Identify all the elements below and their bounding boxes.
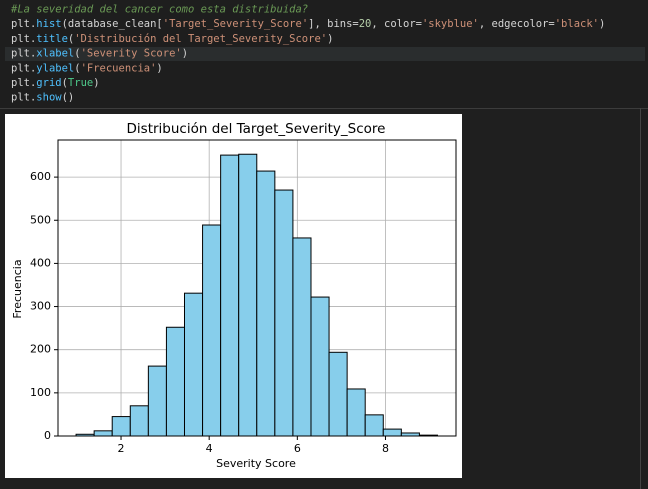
code-line: plt.ylabel('Frecuencia') (11, 62, 163, 74)
code-token: plt. (11, 33, 36, 45)
x-tick-label: 4 (206, 442, 213, 455)
histogram-bar (220, 154, 240, 437)
histogram-bar (202, 224, 222, 437)
code-token: grid (36, 77, 61, 89)
code-line: plt.grid(True) (11, 77, 100, 89)
code-token: 'Distribución del Target_Severity_Score' (74, 33, 327, 45)
histogram-bar (310, 296, 330, 437)
y-tick-label: 200 (30, 343, 51, 356)
code-token: hist (36, 18, 61, 30)
code-token: ) (93, 77, 99, 89)
plot-frame (57, 139, 457, 437)
code-token: ) (327, 33, 333, 45)
code-token: 'Severity Score' (81, 48, 182, 60)
y-tick-label: 100 (30, 386, 51, 399)
current-line-highlight (5, 47, 645, 61)
code-token: ylabel (36, 62, 74, 74)
code-line: plt.xlabel('Severity Score') (11, 48, 188, 60)
code-token: plt. (11, 92, 36, 104)
code-token: , edgecolor= (479, 18, 555, 30)
code-token: , color= (371, 18, 422, 30)
code-token: title (36, 33, 68, 45)
histogram-bar (256, 170, 276, 437)
histogram-bar (346, 388, 366, 437)
code-token: ) (182, 48, 188, 60)
x-tick-label: 8 (382, 442, 389, 455)
code-line: #La severidad del cancer como esta distr… (10, 4, 308, 16)
code-line: plt.hist(database_clean['Target_Severity… (11, 18, 605, 30)
y-tick-label: 0 (44, 429, 51, 442)
code-token: xlabel (36, 48, 74, 60)
x-tick-label: 2 (118, 442, 125, 455)
code-token: ( (74, 48, 80, 60)
histogram-bar (93, 430, 113, 437)
histogram-bar (274, 189, 294, 437)
histogram-bar (292, 237, 312, 437)
chart-title: Distribución del Target_Severity_Score (127, 121, 386, 137)
code-token: ( (68, 33, 74, 45)
code-token: plt. (11, 18, 36, 30)
x-tick-label: 6 (294, 442, 301, 455)
y-tick-label: 400 (30, 256, 51, 269)
code-line: plt.title('Distribución del Target_Sever… (11, 33, 333, 45)
code-token: 'black' (555, 18, 599, 30)
code-token: 'Target_Severity_Score' (163, 18, 308, 30)
histogram-bar (183, 292, 204, 437)
code-token: 'skyblue' (422, 18, 479, 30)
code-token: ) (599, 18, 605, 30)
code-token: (database_clean[ (62, 18, 163, 30)
x-axis-label: Severity Score (216, 457, 296, 470)
histogram-bar (129, 405, 149, 437)
y-axis-label: Frecuencia (11, 259, 24, 318)
histogram-bar (111, 416, 131, 437)
code-token: plt. (11, 77, 36, 89)
code-token: #La severidad del cancer como esta distr… (10, 4, 308, 16)
code-token: ( (62, 77, 68, 89)
y-tick-label: 300 (30, 300, 51, 313)
histogram-bar (382, 428, 402, 437)
code-token: ( (74, 62, 80, 74)
code-token: () (62, 92, 75, 104)
chart: Distribución del Target_Severity_Score S… (11, 121, 457, 470)
code-token: plt. (11, 48, 36, 60)
histogram-bar (147, 365, 167, 437)
histogram-bar (165, 326, 185, 437)
y-tick-label: 600 (30, 170, 51, 183)
histogram-bar (238, 153, 258, 437)
code-token: ) (156, 62, 162, 74)
code-token: 20 (359, 18, 372, 30)
code-token: ], bins= (308, 18, 359, 30)
code-lines: #La severidad del cancer como esta distr… (10, 4, 605, 104)
code-token: plt. (11, 62, 36, 74)
y-tick-label: 500 (30, 213, 51, 226)
code-token: True (68, 77, 93, 89)
histogram-bar (364, 414, 384, 437)
code-line: plt.show() (11, 92, 74, 104)
code-token: 'Frecuencia' (81, 62, 157, 74)
histogram-bar (328, 351, 348, 437)
code-token: show (36, 92, 62, 104)
